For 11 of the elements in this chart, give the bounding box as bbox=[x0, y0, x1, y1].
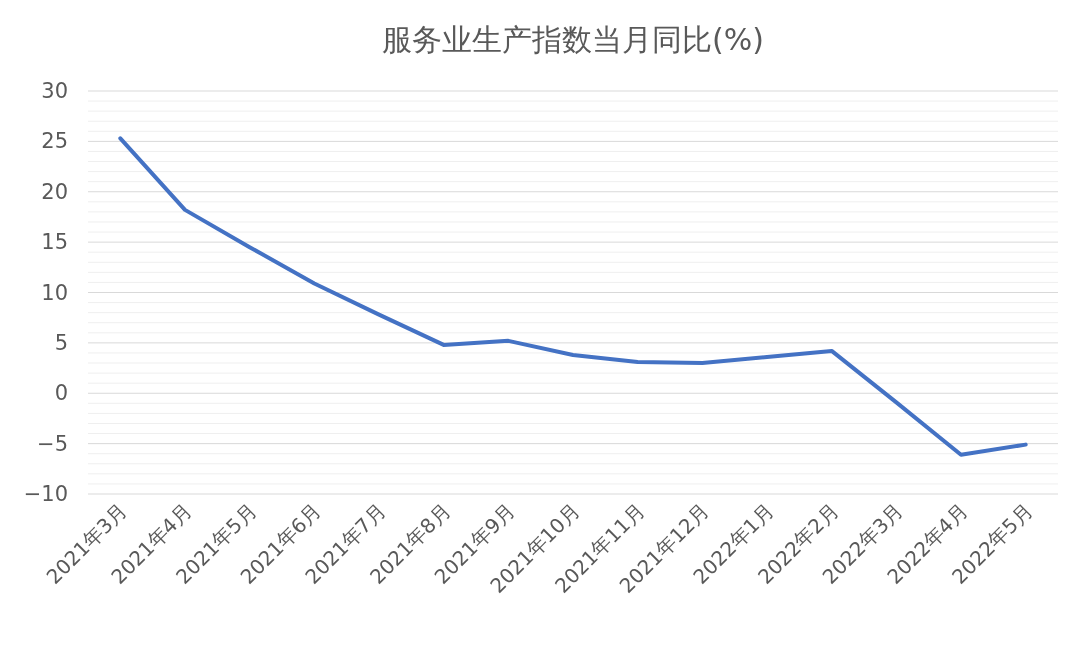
y-tick-label: 10 bbox=[41, 280, 68, 305]
y-tick-label: 25 bbox=[41, 129, 68, 154]
y-tick-label: −10 bbox=[23, 482, 68, 506]
line-series bbox=[118, 136, 1028, 457]
y-tick-label: 20 bbox=[41, 179, 68, 204]
y-tick-label: 5 bbox=[54, 330, 68, 355]
y-tick-label: 0 bbox=[54, 381, 68, 406]
y-tick-label: 15 bbox=[41, 230, 68, 255]
chart-title: 服务业生产指数当月同比(%) bbox=[382, 22, 764, 57]
y-tick-label: 30 bbox=[41, 79, 68, 103]
y-tick-label: −5 bbox=[37, 431, 68, 456]
